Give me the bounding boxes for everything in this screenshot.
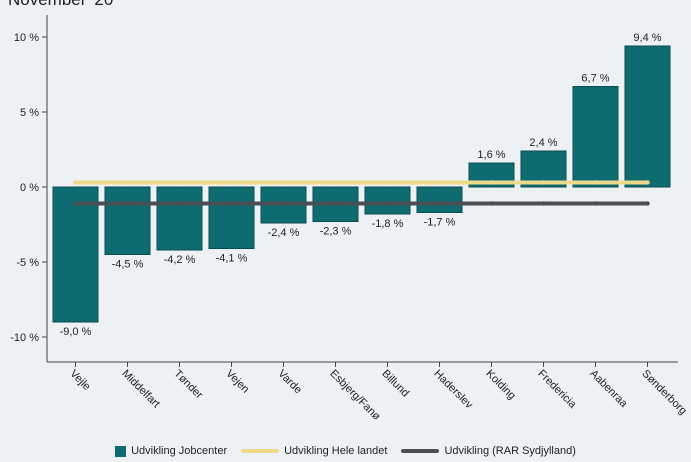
bar bbox=[364, 186, 411, 215]
data-label: -1,7 % bbox=[424, 217, 456, 229]
regional-line-point bbox=[593, 201, 598, 206]
legend-swatch-national bbox=[241, 449, 280, 453]
data-labels: -9,0 % -4,5 % -4,2 % -4,1 % -2,4 % -2,3 % -1,8… bbox=[60, 32, 662, 338]
data-label: -1,8 % bbox=[372, 218, 404, 230]
national-line-point bbox=[281, 180, 286, 185]
x-tick-label: Aabenraa bbox=[587, 368, 630, 411]
legend-item-national: Udvikling Hele landet bbox=[241, 445, 387, 457]
x-tick-label: Middelfart bbox=[119, 368, 162, 411]
bar bbox=[156, 186, 203, 251]
regional-line-point bbox=[73, 201, 78, 206]
national-line-point bbox=[385, 180, 390, 185]
y-tick-label: -10 % bbox=[10, 332, 39, 344]
y-tick-label: 0 % bbox=[20, 182, 39, 194]
x-tick-label: Tønder bbox=[171, 368, 205, 402]
bar bbox=[208, 186, 255, 249]
regional-line-point bbox=[125, 201, 130, 206]
legend-item-jobcenter: Udvikling Jobcenter bbox=[115, 445, 227, 457]
bar bbox=[52, 186, 99, 323]
national-line-point bbox=[645, 180, 650, 185]
x-tick-label: Esbjerg/Fanø bbox=[327, 368, 382, 423]
national-line-point bbox=[593, 180, 598, 185]
regional-line-point bbox=[229, 201, 234, 206]
regional-line-point bbox=[489, 201, 494, 206]
bar bbox=[624, 45, 671, 188]
national-line-point bbox=[229, 180, 234, 185]
national-line-point bbox=[333, 180, 338, 185]
data-label: 1,6 % bbox=[477, 149, 505, 161]
national-line-point bbox=[73, 180, 78, 185]
bar bbox=[104, 186, 151, 255]
chart-title: November '20 bbox=[8, 0, 113, 10]
legend-swatch-regional bbox=[401, 449, 440, 453]
regional-line-point bbox=[177, 201, 182, 206]
data-label: -2,3 % bbox=[320, 226, 352, 238]
national-line-point bbox=[489, 180, 494, 185]
y-tick-label: 5 % bbox=[20, 107, 39, 119]
y-axis: -10 % -5 % 0 % 5 % 10 % bbox=[10, 15, 48, 362]
regional-line-point bbox=[333, 201, 338, 206]
bar-line-chart: -10 % -5 % 0 % 5 % 10 % -9,0 % -4,5 % -4,2 % -4… bbox=[10, 15, 689, 423]
x-tick-label: Vejle bbox=[67, 368, 92, 393]
bar bbox=[416, 186, 463, 213]
regional-line-point bbox=[281, 201, 286, 206]
national-line-point bbox=[177, 180, 182, 185]
x-tick-label: Vejen bbox=[223, 368, 251, 396]
legend: Udvikling Jobcenter Udvikling Hele lande… bbox=[0, 445, 691, 457]
legend-label-regional: Udvikling (RAR Sydjylland) bbox=[444, 445, 576, 457]
data-label: 6,7 % bbox=[581, 73, 609, 85]
regional-line-point bbox=[385, 201, 390, 206]
data-label: -2,4 % bbox=[268, 227, 300, 239]
regional-line-point bbox=[437, 201, 442, 206]
x-tick-label: Varde bbox=[275, 368, 304, 397]
national-line-point bbox=[541, 180, 546, 185]
data-label: -4,5 % bbox=[112, 259, 144, 271]
x-tick-labels: Vejle Middelfart Tønder Vejen Varde Esbjerg/F… bbox=[67, 368, 689, 423]
regional-line-point bbox=[645, 201, 650, 206]
x-axis bbox=[47, 361, 678, 367]
regional-line-point bbox=[541, 201, 546, 206]
x-tick-label: Kolding bbox=[483, 368, 517, 402]
bar bbox=[572, 86, 619, 188]
national-line-point bbox=[437, 180, 442, 185]
data-label: -4,1 % bbox=[216, 253, 248, 265]
data-label: 9,4 % bbox=[633, 32, 661, 44]
x-tick-label: Haderslev bbox=[431, 368, 475, 412]
y-tick-label: -5 % bbox=[16, 257, 39, 269]
legend-label-national: Udvikling Hele landet bbox=[284, 445, 388, 457]
x-tick-label: Billund bbox=[379, 368, 411, 400]
legend-label-jobcenter: Udvikling Jobcenter bbox=[131, 445, 228, 457]
lines bbox=[73, 180, 650, 206]
data-label: -9,0 % bbox=[60, 326, 92, 338]
x-tick-label: Fredericia bbox=[535, 368, 579, 412]
y-tick-label: 10 % bbox=[14, 32, 39, 44]
data-label: -4,2 % bbox=[164, 254, 196, 266]
legend-item-regional: Udvikling (RAR Sydjylland) bbox=[401, 445, 576, 457]
legend-swatch-jobcenter bbox=[115, 445, 127, 457]
data-label: 2,4 % bbox=[529, 137, 557, 149]
national-line-point bbox=[125, 180, 130, 185]
x-tick-label: Sønderborg bbox=[639, 368, 689, 418]
